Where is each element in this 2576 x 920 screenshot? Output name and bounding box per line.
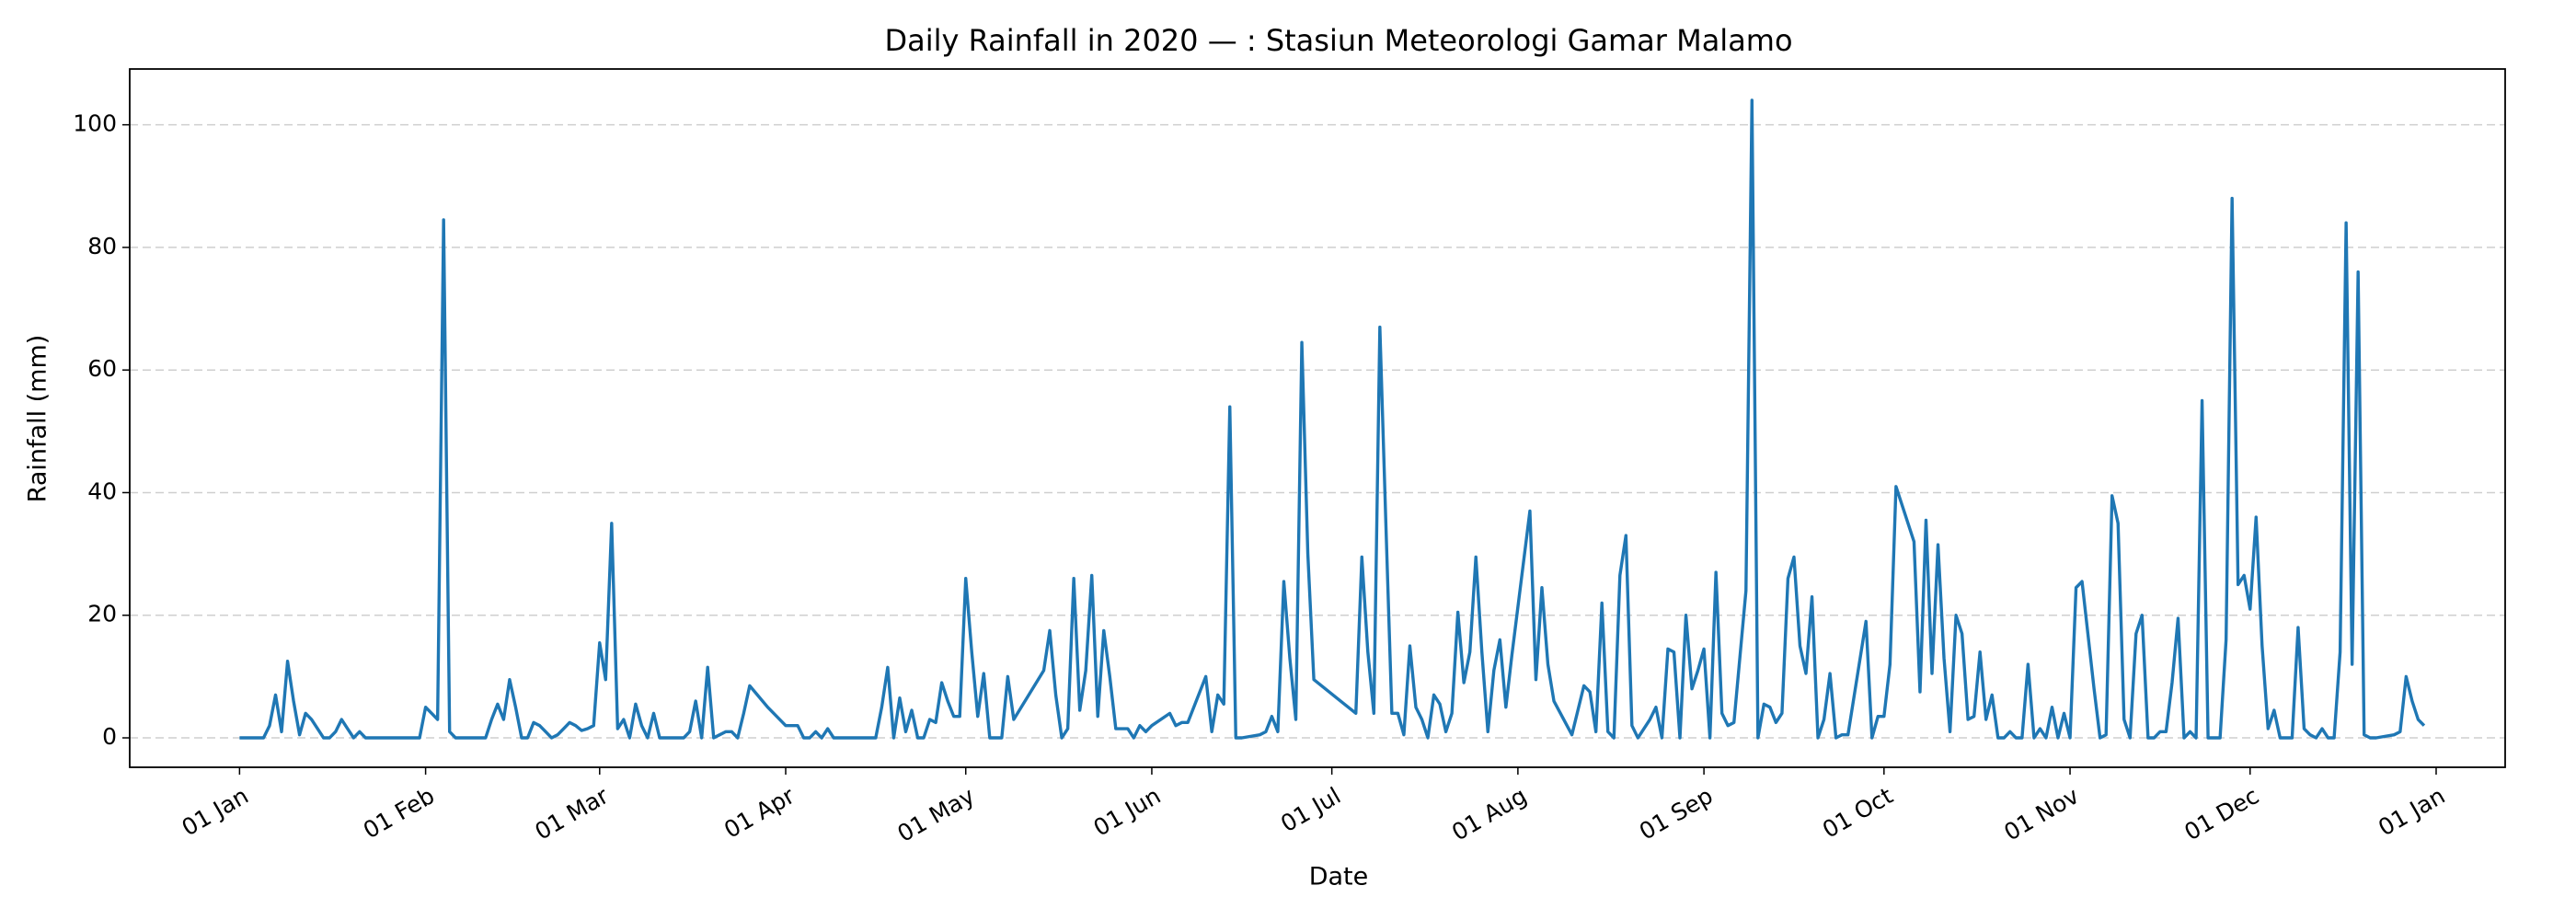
plot-frame bbox=[129, 68, 2506, 768]
y-tick-label: 0 bbox=[102, 723, 117, 750]
y-tick-label: 40 bbox=[87, 477, 117, 504]
chart-title: Daily Rainfall in 2020 — : Stasiun Meteo… bbox=[884, 23, 1792, 58]
y-axis-label: Rainfall (mm) bbox=[24, 335, 52, 503]
y-tick-label: 80 bbox=[87, 233, 117, 259]
y-tick-label: 100 bbox=[73, 110, 117, 137]
y-tick-label: 60 bbox=[87, 355, 117, 382]
y-tick-label: 20 bbox=[87, 601, 117, 627]
x-axis-label: Date bbox=[1309, 863, 1369, 891]
rainfall-line bbox=[239, 98, 2426, 740]
